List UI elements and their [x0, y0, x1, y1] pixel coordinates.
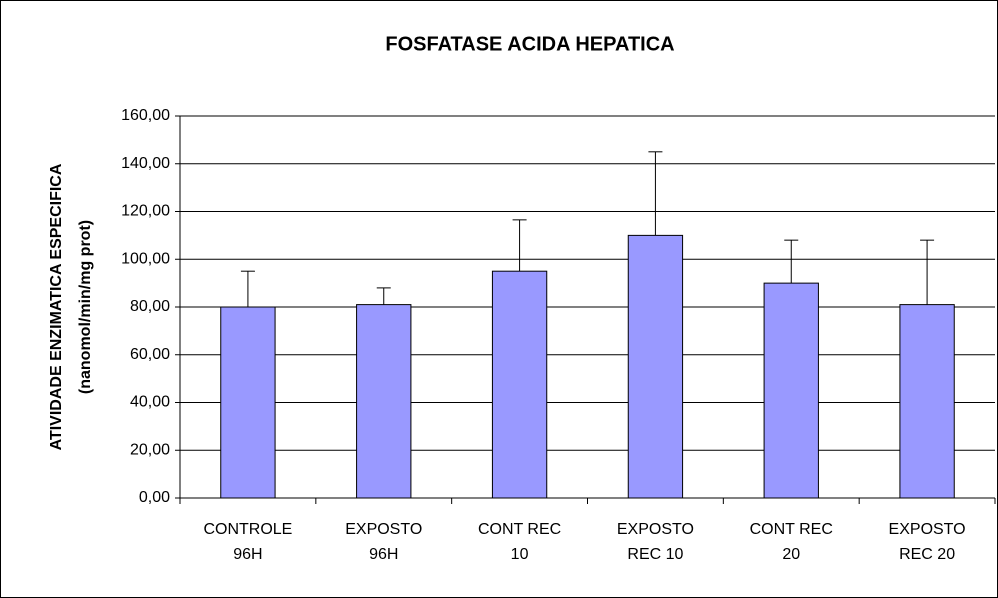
- x-tick-label: 96H: [233, 546, 262, 563]
- bar: [491, 270, 548, 499]
- error-bar: [240, 270, 255, 307]
- error-bar: [648, 151, 663, 236]
- chart-title: FOSFATASE ACIDA HEPATICA: [385, 33, 674, 55]
- x-tick-label: REC 10: [627, 546, 683, 563]
- y-tick-label: 40,00: [130, 394, 170, 411]
- x-tick-label: CONT REC: [750, 521, 833, 538]
- x-tick-label: REC 20: [899, 546, 955, 563]
- x-tick-label: 20: [782, 546, 800, 563]
- error-bar: [512, 219, 527, 272]
- bar: [220, 306, 276, 499]
- y-tick-label: 20,00: [130, 441, 170, 458]
- x-tick-label: EXPOSTO: [889, 521, 966, 538]
- error-bar: [784, 239, 799, 284]
- error-bar: [920, 239, 935, 305]
- y-axis-label: (nanomol/min/mg prot): [77, 220, 94, 394]
- bar: [627, 234, 684, 499]
- bar: [356, 304, 412, 499]
- error-bar: [376, 287, 391, 305]
- y-axis-label: ATIVIDADE ENZIMATICA ESPECIFICA: [48, 163, 65, 450]
- y-tick-label: 0,00: [139, 489, 170, 506]
- y-tick-label: 80,00: [130, 298, 170, 315]
- bar: [763, 282, 819, 499]
- y-tick-label: 60,00: [130, 346, 170, 363]
- x-tick-label: EXPOSTO: [617, 521, 694, 538]
- x-tick-label: EXPOSTO: [345, 521, 422, 538]
- bar: [899, 304, 955, 499]
- y-tick-label: 120,00: [121, 203, 170, 220]
- y-tick-label: 160,00: [121, 107, 170, 124]
- x-tick-label: 96H: [369, 546, 398, 563]
- x-tick-label: CONTROLE: [203, 521, 292, 538]
- y-tick-label: 140,00: [121, 155, 170, 172]
- y-tick-label: 100,00: [121, 250, 170, 267]
- x-tick-label: 10: [511, 546, 529, 563]
- x-tick-label: CONT REC: [478, 521, 561, 538]
